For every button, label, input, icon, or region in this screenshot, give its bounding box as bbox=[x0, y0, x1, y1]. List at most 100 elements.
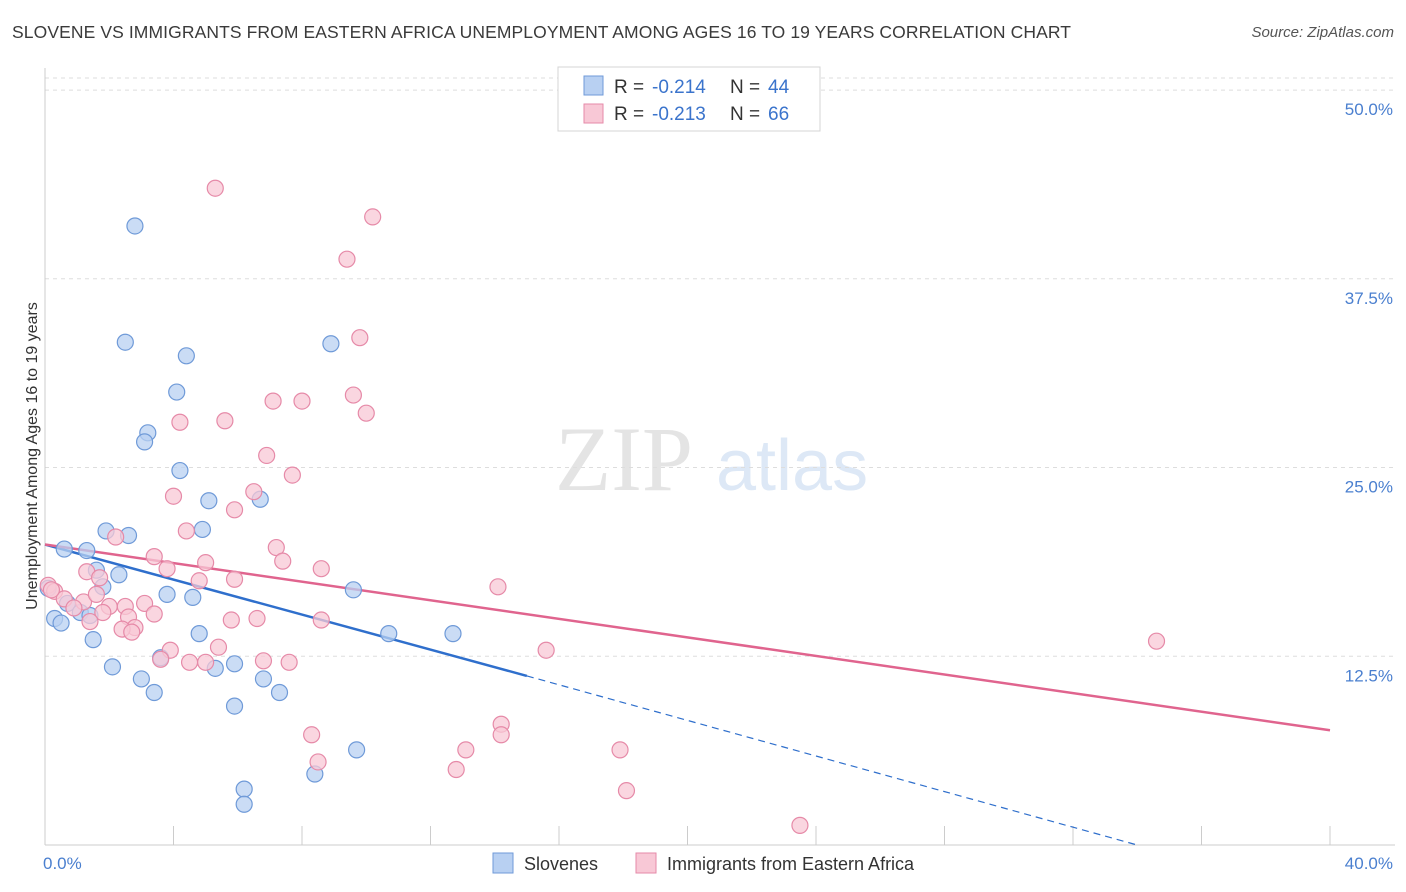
point-immigrants bbox=[94, 603, 112, 622]
point-slovenes bbox=[184, 588, 202, 606]
point-immigrants bbox=[164, 487, 183, 505]
point-slovenes bbox=[254, 670, 273, 688]
point-immigrants bbox=[81, 612, 99, 631]
point-immigrants bbox=[91, 569, 109, 587]
point-immigrants bbox=[312, 560, 330, 578]
point-immigrants bbox=[42, 581, 61, 599]
point-immigrants bbox=[611, 741, 629, 759]
point-immigrants bbox=[489, 578, 507, 596]
point-immigrants bbox=[145, 605, 163, 623]
point-immigrants bbox=[280, 653, 298, 671]
point-immigrants bbox=[293, 392, 311, 410]
point-immigrants bbox=[254, 652, 273, 670]
point-immigrants bbox=[357, 404, 375, 422]
data-points bbox=[39, 179, 1166, 834]
x-tick-label-min: 0.0% bbox=[43, 854, 82, 873]
point-slovenes bbox=[158, 585, 176, 603]
point-immigrants bbox=[248, 609, 266, 628]
point-immigrants bbox=[107, 528, 125, 546]
point-slovenes bbox=[190, 625, 208, 643]
point-slovenes bbox=[225, 697, 244, 715]
point-slovenes bbox=[235, 780, 253, 798]
point-immigrants bbox=[447, 760, 465, 779]
trendline-immigrants bbox=[44, 543, 1331, 732]
point-immigrants bbox=[152, 650, 170, 668]
y-tick-label: 25.0% bbox=[1345, 478, 1393, 497]
point-immigrants bbox=[537, 641, 555, 659]
point-immigrants bbox=[65, 599, 83, 617]
legend-box: R = -0.214 N = 44 R = -0.213 N = 66 bbox=[557, 66, 821, 132]
trendline-slovenes bbox=[44, 543, 528, 678]
point-immigrants bbox=[1147, 632, 1166, 650]
point-slovenes bbox=[235, 795, 253, 813]
point-slovenes bbox=[126, 217, 144, 235]
point-immigrants bbox=[312, 611, 330, 629]
legend-n-label-immigrants: N = bbox=[730, 104, 760, 125]
point-immigrants bbox=[457, 741, 475, 759]
legend-swatch-immigrants bbox=[583, 103, 604, 124]
point-immigrants bbox=[190, 572, 208, 590]
point-slovenes bbox=[348, 741, 366, 759]
watermark-atlas: atlas bbox=[716, 426, 868, 506]
legend-n-value-immigrants: 66 bbox=[768, 104, 789, 125]
point-slovenes bbox=[225, 655, 244, 673]
trendline-slovenes-extension bbox=[526, 675, 1138, 846]
y-tick-label: 50.0% bbox=[1345, 100, 1393, 119]
point-immigrants bbox=[135, 594, 154, 613]
point-slovenes bbox=[380, 625, 398, 643]
point-slovenes bbox=[132, 670, 150, 688]
point-immigrants bbox=[364, 208, 382, 226]
legend-r-value-immigrants: -0.213 bbox=[652, 104, 706, 125]
point-immigrants bbox=[171, 413, 189, 431]
point-slovenes bbox=[322, 335, 340, 353]
bottom-legend: Slovenes Immigrants from Eastern Africa bbox=[492, 852, 915, 874]
point-immigrants bbox=[222, 611, 240, 629]
point-immigrants bbox=[274, 552, 292, 570]
source-credit: Source: ZipAtlas.com bbox=[1251, 24, 1394, 41]
point-immigrants bbox=[245, 483, 263, 501]
point-slovenes bbox=[103, 658, 122, 676]
point-immigrants bbox=[180, 653, 199, 671]
legend-n-label-slovenes: N = bbox=[730, 77, 760, 98]
point-immigrants bbox=[225, 501, 244, 519]
y-tick-label: 37.5% bbox=[1345, 289, 1393, 308]
point-slovenes bbox=[78, 541, 96, 560]
gridlines bbox=[45, 77, 1395, 657]
point-immigrants bbox=[206, 179, 224, 197]
point-slovenes bbox=[84, 631, 102, 649]
legend-n-value-slovenes: 44 bbox=[768, 77, 790, 98]
y-tick-labels: 12.5% 25.0% 37.5% 50.0% bbox=[1345, 100, 1393, 685]
point-slovenes bbox=[145, 683, 163, 702]
point-slovenes bbox=[110, 566, 128, 584]
legend-r-value-slovenes: -0.214 bbox=[652, 77, 706, 98]
point-slovenes bbox=[116, 333, 134, 351]
point-immigrants bbox=[351, 329, 369, 347]
point-immigrants bbox=[264, 392, 282, 410]
point-slovenes bbox=[135, 433, 154, 451]
point-immigrants bbox=[225, 570, 244, 588]
point-slovenes bbox=[344, 581, 362, 599]
point-slovenes bbox=[55, 540, 73, 558]
point-immigrants bbox=[177, 522, 195, 540]
point-slovenes bbox=[444, 625, 462, 643]
point-immigrants bbox=[283, 466, 301, 484]
x-tick-label-max: 40.0% bbox=[1345, 854, 1393, 873]
point-slovenes bbox=[171, 461, 189, 480]
point-immigrants bbox=[338, 250, 356, 268]
point-immigrants bbox=[344, 386, 362, 404]
legend-r-label-slovenes: R = bbox=[614, 77, 644, 98]
y-axis-label: Unemployment Among Ages 16 to 19 years bbox=[24, 302, 41, 610]
point-immigrants bbox=[791, 816, 809, 834]
point-immigrants bbox=[216, 412, 234, 430]
point-immigrants bbox=[197, 554, 215, 572]
legend-r-label-immigrants: R = bbox=[614, 104, 644, 125]
axes bbox=[44, 68, 1395, 846]
x-tick-labels: 0.0% 40.0% bbox=[43, 854, 1393, 873]
point-slovenes bbox=[200, 492, 218, 510]
y-tick-label: 12.5% bbox=[1345, 666, 1393, 685]
point-slovenes bbox=[177, 347, 195, 365]
point-immigrants bbox=[123, 623, 141, 641]
trendlines bbox=[44, 543, 1331, 846]
legend-swatch-slovenes bbox=[583, 75, 604, 96]
